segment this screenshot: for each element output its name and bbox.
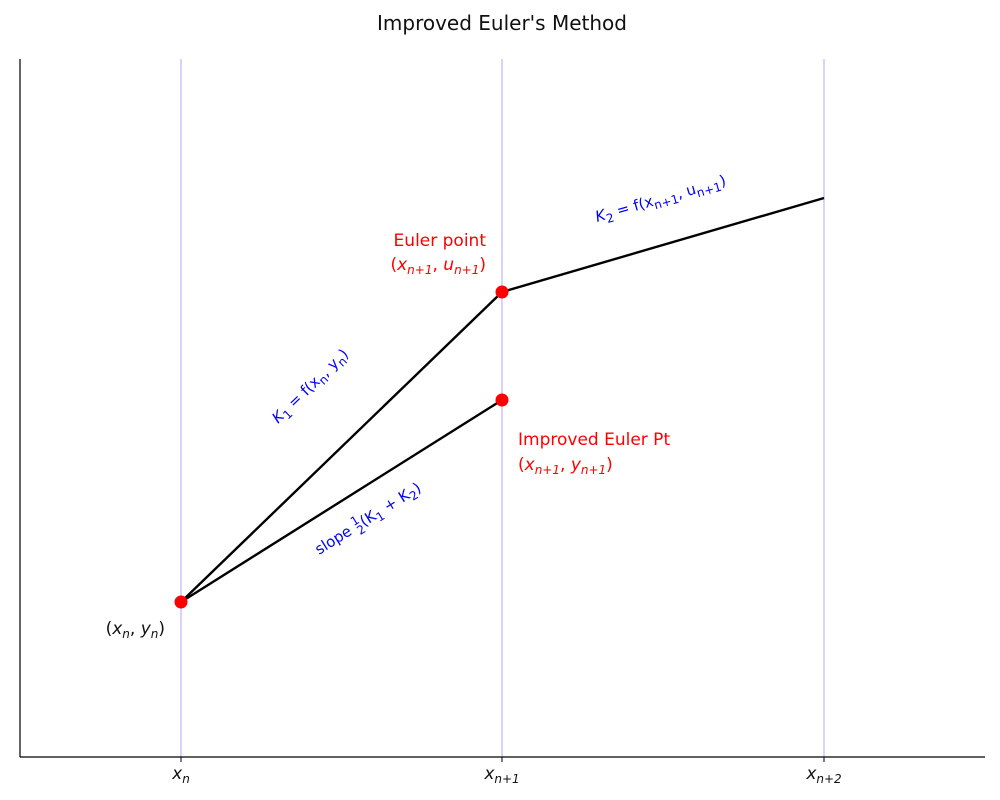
start-point <box>174 595 188 609</box>
tick-label-xn: xn <box>171 764 190 786</box>
euler-point-coords: (xn+1, un+1) <box>390 255 486 277</box>
improved-euler-title: Improved Euler Pt <box>518 430 670 450</box>
k1-annotation: K1 = f(xn, yn) <box>268 345 354 429</box>
improved-euler-coords: (xn+1, yn+1) <box>518 455 613 477</box>
improved-euler-segment <box>180 398 503 604</box>
tick-label-xn2: xn+2 <box>805 764 841 786</box>
k2-annotation: K2 = f(xn+1, un+1) <box>593 171 729 228</box>
euler-segment-k1 <box>180 291 503 603</box>
slope-annotation: slope 12(K1 + K2) <box>310 476 427 562</box>
euler-point-title: Euler point <box>394 231 487 251</box>
euler-point <box>495 285 509 299</box>
euler-segment-k2 <box>501 196 825 294</box>
chart-title: Improved Euler's Method <box>377 11 627 35</box>
tick-label-xn1: xn+1 <box>483 764 519 786</box>
improved-euler-point <box>495 393 509 407</box>
start-point-label: (xn, yn) <box>106 619 165 641</box>
